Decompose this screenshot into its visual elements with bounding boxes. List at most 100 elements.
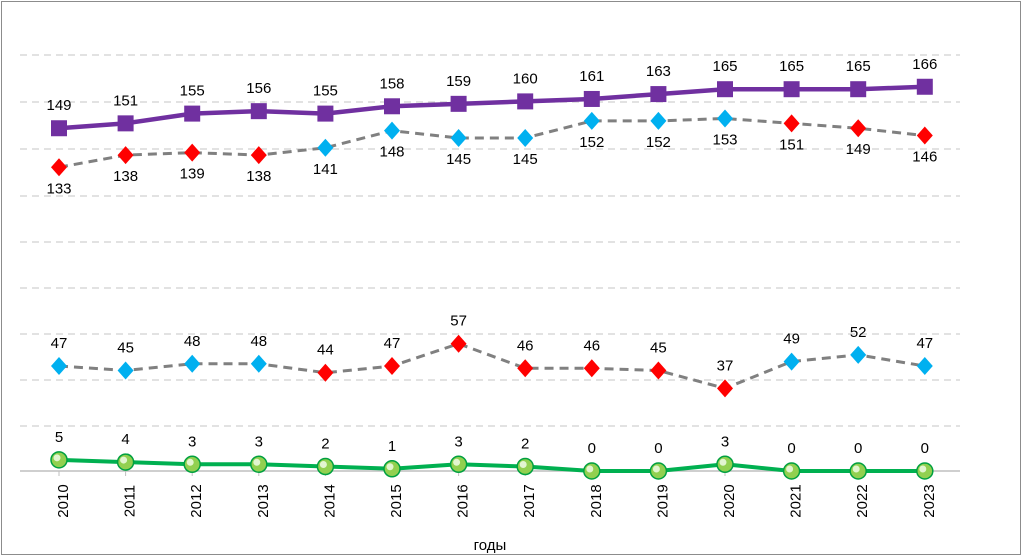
data-label: 47 <box>384 335 401 352</box>
diamond-marker <box>51 158 67 177</box>
diamond-marker <box>384 121 400 140</box>
diamond-marker <box>783 352 800 371</box>
data-label: 138 <box>246 168 271 185</box>
data-label: 133 <box>46 180 71 197</box>
diamond-marker <box>117 146 134 165</box>
data-label: 145 <box>446 151 471 168</box>
data-label: 49 <box>783 331 800 348</box>
circle-marker-highlight <box>253 458 261 466</box>
series-line <box>58 342 926 390</box>
circle-marker-highlight <box>120 456 128 464</box>
gridlines <box>20 54 960 427</box>
data-label: 165 <box>712 58 737 75</box>
diamond-marker <box>250 146 267 165</box>
data-label: 152 <box>646 134 671 151</box>
diamond-marker <box>583 111 600 130</box>
diamond-marker <box>650 111 667 130</box>
circle-marker-highlight <box>586 465 594 473</box>
x-tick-label: 2023 <box>921 484 938 517</box>
data-label: 163 <box>646 63 671 80</box>
data-label: 165 <box>846 58 871 75</box>
data-label: 139 <box>180 166 205 183</box>
data-label: 0 <box>787 440 795 457</box>
data-label: 37 <box>717 357 734 374</box>
data-label: 161 <box>579 68 604 85</box>
data-label: 146 <box>912 149 937 166</box>
data-label: 0 <box>854 440 862 457</box>
x-tick-label: 2021 <box>788 484 805 517</box>
square-marker <box>250 103 267 120</box>
square-marker <box>450 95 467 112</box>
diamond-marker <box>117 361 134 380</box>
diamond-marker <box>250 354 267 373</box>
circle-marker-highlight <box>919 465 927 473</box>
data-label: 166 <box>912 56 937 73</box>
x-tick-label: 2013 <box>255 484 272 517</box>
data-label: 46 <box>517 337 534 354</box>
x-tick-label: 2017 <box>521 484 538 517</box>
series-line <box>58 116 925 169</box>
data-label: 4 <box>121 431 129 448</box>
data-label: 3 <box>454 433 462 450</box>
square-marker <box>184 105 201 122</box>
data-label: 48 <box>250 333 267 350</box>
data-label: 48 <box>184 333 201 350</box>
data-label: 45 <box>650 340 667 357</box>
diamond-marker <box>916 126 933 145</box>
circle-marker-highlight <box>652 465 660 473</box>
data-label: 138 <box>113 168 138 185</box>
data-label: 57 <box>450 313 467 330</box>
diamond-marker <box>450 334 467 353</box>
data-label: 3 <box>188 433 196 450</box>
square-marker <box>850 81 867 98</box>
square-marker <box>51 120 67 137</box>
x-tick-label: 2014 <box>321 484 338 517</box>
diamond-marker <box>916 357 933 376</box>
data-label: 3 <box>255 433 263 450</box>
data-label: 159 <box>446 73 471 90</box>
square-marker <box>717 81 733 98</box>
square-marker <box>384 98 400 115</box>
diamond-marker <box>384 357 400 376</box>
x-axis: 2010 2011 2012 2013 2014 2015 2016 2017 2018 2019… <box>20 470 960 518</box>
data-label: 52 <box>850 324 867 341</box>
data-label: 5 <box>55 429 63 446</box>
square-marker <box>650 86 667 103</box>
diamond-marker <box>51 357 67 376</box>
square-marker <box>783 81 800 98</box>
circle-marker-highlight <box>786 465 794 473</box>
data-label: 3 <box>721 433 729 450</box>
data-label: 148 <box>379 144 404 161</box>
data-label: 1 <box>388 438 396 455</box>
data-label: 155 <box>313 83 338 100</box>
diamond-marker <box>650 361 667 380</box>
data-label: 46 <box>583 337 600 354</box>
diamond-marker <box>583 359 600 378</box>
data-label: 0 <box>588 440 596 457</box>
x-tick-label: 2020 <box>721 484 738 517</box>
data-label: 47 <box>916 335 933 352</box>
data-label: 145 <box>513 151 538 168</box>
data-label: 158 <box>379 75 404 92</box>
data-label: 0 <box>921 440 929 457</box>
circle-marker-highlight <box>719 458 727 466</box>
data-label: 151 <box>113 92 138 109</box>
square-marker <box>583 90 600 107</box>
data-label: 2 <box>521 436 529 453</box>
square-marker <box>317 105 334 122</box>
x-axis-title: годы <box>474 537 507 554</box>
x-tick-label: 2011 <box>122 485 139 517</box>
diamond-marker <box>717 109 733 128</box>
x-tick-label: 2015 <box>388 484 405 517</box>
series-markers <box>50 78 934 480</box>
data-label: 153 <box>712 131 737 148</box>
data-label: 152 <box>579 134 604 151</box>
x-tick-label: 2012 <box>188 484 205 517</box>
x-tick-label: 2018 <box>588 484 605 517</box>
diamond-marker <box>717 379 733 398</box>
x-tick-label: 2010 <box>55 484 72 517</box>
data-label: 155 <box>180 83 205 100</box>
